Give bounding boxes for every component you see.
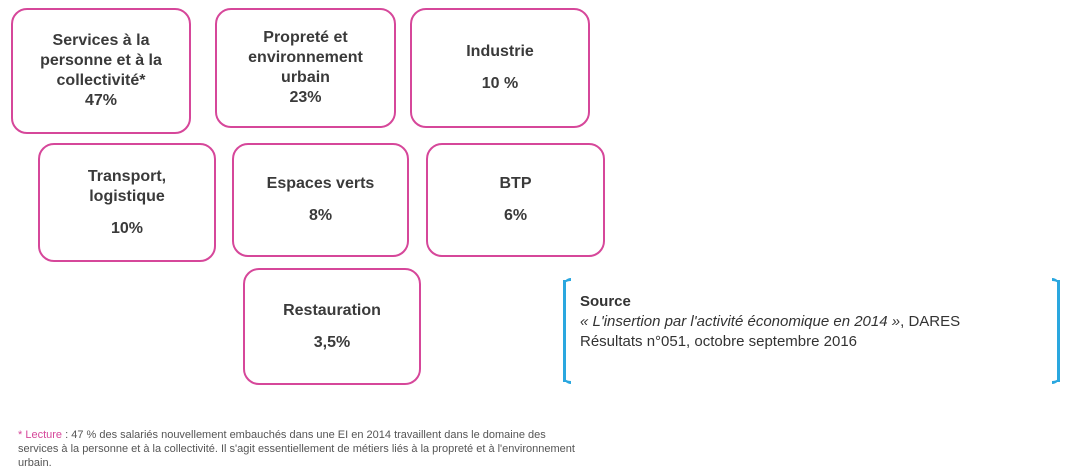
sector-label: urbain [281,69,330,86]
sector-value: 23% [289,89,322,106]
sector-box: BTP 6% [426,143,605,257]
footnote-text: services à la personne et à la collectiv… [18,443,575,455]
source-title: Source [580,293,631,310]
sector-label: environnement [248,49,363,66]
sector-box: Industrie 10 % [410,8,590,128]
footnote-line: * Lecture : 47 % des salariés nouvelleme… [18,428,838,442]
source-box: Source « L'insertion par l'activité écono… [563,278,1060,384]
footnote-label: * Lecture [18,429,63,441]
sector-label: collectivité* [56,72,146,89]
footnote: * Lecture : 47 % des salariés nouvelleme… [18,428,838,473]
sector-label: Espaces verts [266,175,375,192]
source-line: Résultats n°051, octobre septembre 2016 [580,333,858,350]
source-text: , DARES [900,313,961,330]
sector-value: 3,5% [313,333,351,351]
sector-label: Restauration [283,301,381,319]
footnote-line: urbain. [18,456,838,470]
footnote-text: urbain. [18,457,52,469]
sector-value: 10 % [481,75,519,92]
sector-value: 47% [84,92,118,109]
sector-value: 10% [110,219,144,237]
sector-value: 6% [503,207,528,224]
sector-label: Services à la [52,32,150,49]
sector-box: Services à la personne et à la collectivit… [11,8,191,134]
sector-label: logistique [89,187,165,205]
source-citation: « L'insertion par l'activité économique … [580,313,901,330]
sector-label: Propreté et [263,29,348,46]
footnote-line: services à la personne et à la collectiv… [18,442,838,456]
sector-label: personne et à la [40,52,162,69]
sector-box: Restauration 3,5% [243,268,421,385]
sector-label: Industrie [466,43,534,60]
sector-label: Transport, [87,167,167,185]
sector-box: Transport, logistique 10% [38,143,216,262]
source-line: « L'insertion par l'activité économique … [580,312,1057,332]
sector-label: BTP [499,175,532,192]
sector-value: 8% [308,207,333,224]
sector-box: Espaces verts 8% [232,143,409,257]
footnote-text: : 47 % des salariés nouvellement embauch… [62,429,546,441]
sector-box: Propreté et environnement urbain 23% [215,8,396,128]
